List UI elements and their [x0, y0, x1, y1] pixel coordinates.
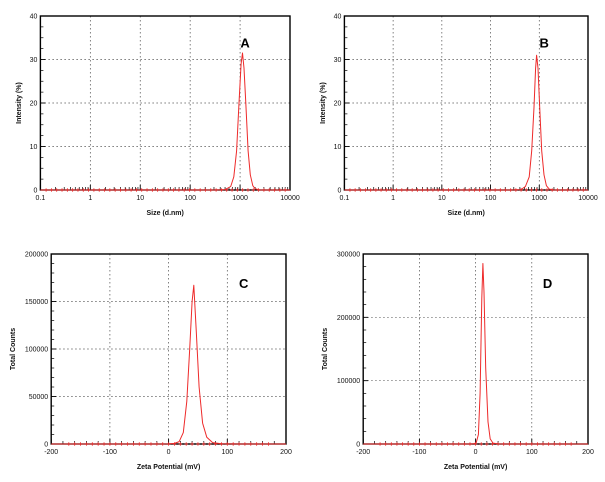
y-tick-label: 40 [334, 14, 342, 21]
y-tick-label: 0 [337, 188, 341, 195]
x-tick-label: -100 [103, 449, 117, 456]
y-tick-label: 100000 [337, 378, 360, 385]
y-tick-label: 150000 [25, 299, 48, 306]
x-tick-label: 200 [582, 449, 594, 456]
y-axis-title: Intensity (%) [16, 82, 23, 124]
x-tick-label: -200 [44, 449, 58, 456]
chart-svg-d: -200 -100 0 100 200 0 100000 200000 300000 Zeta P… [322, 252, 594, 472]
series-line [344, 54, 588, 191]
panel-label: D [543, 276, 552, 291]
x-tick-label: -100 [412, 449, 426, 456]
chart-panel-d: -200 -100 0 100 200 0 100000 200000 300000 Zeta P… [318, 244, 600, 474]
y-tick-label: 0 [44, 442, 48, 449]
chart-svg-c: -200 -100 0 100 200 0 50000 100000 150000 200000 Z… [10, 252, 292, 472]
y-tick-label: 30 [334, 57, 342, 64]
chart-svg-b: 0.1 1 10 100 1000 10000 0 10 20 30 40 Size (d.nm) In… [320, 14, 598, 218]
series-line [40, 52, 290, 191]
x-tick-label: 1 [88, 195, 92, 202]
chart-svg-a: 0.1 1 10 100 1000 10000 0 10 20 30 40 Size (d.nm) In… [16, 14, 300, 218]
y-tick-label: 0 [33, 188, 37, 195]
x-tick-label: 100 [526, 449, 538, 456]
y-axis-title: Total Counts [322, 328, 329, 370]
x-tick-label: 0.1 [340, 195, 350, 202]
y-tick-label: 300000 [337, 252, 360, 259]
y-axis-title: Intensity (%) [320, 82, 327, 124]
chart-panel-c: -200 -100 0 100 200 0 50000 100000 150000 200000 Z… [6, 244, 298, 474]
y-tick-label: 200000 [337, 315, 360, 322]
x-tick-label: 200 [280, 449, 292, 456]
x-tick-label: 1 [391, 195, 395, 202]
y-axis-title: Total Counts [10, 328, 17, 370]
chart-panel-b: 0.1 1 10 100 1000 10000 0 10 20 30 40 Size (d.nm) In… [316, 6, 600, 220]
x-axis-title: Zeta Potential (mV) [137, 464, 200, 471]
y-tick-label: 50000 [29, 394, 49, 401]
x-tick-label: 100 [184, 195, 196, 202]
x-axis-title: Zeta Potential (mV) [444, 464, 507, 471]
panel-label: C [239, 276, 249, 291]
x-tick-label: 1000 [531, 195, 547, 202]
x-tick-label: 1000 [232, 195, 248, 202]
y-tick-label: 200000 [25, 252, 48, 259]
x-tick-label: 10 [438, 195, 446, 202]
panel-label: A [240, 35, 250, 50]
y-tick-label: 10 [30, 144, 38, 151]
y-tick-label: 30 [30, 57, 38, 64]
x-tick-label: 100 [485, 195, 497, 202]
x-axis-title: Size (d.nm) [448, 210, 485, 217]
x-axis-title: Size (d.nm) [147, 210, 184, 217]
x-tick-label: 0 [167, 449, 171, 456]
chart-panel-a: 0.1 1 10 100 1000 10000 0 10 20 30 40 Size (d.nm) In… [12, 6, 302, 220]
y-tick-label: 20 [334, 101, 342, 108]
x-tick-label: 100 [221, 449, 233, 456]
y-tick-label: 40 [30, 14, 38, 21]
y-tick-label: 10 [334, 144, 342, 151]
panel-label: B [539, 35, 548, 50]
x-tick-label: 0 [474, 449, 478, 456]
x-tick-label: 10000 [578, 195, 598, 202]
series-line [51, 284, 286, 445]
x-tick-label: 10 [136, 195, 144, 202]
y-tick-label: 20 [30, 101, 38, 108]
x-tick-label: -200 [356, 449, 370, 456]
x-tick-label: 0.1 [36, 195, 46, 202]
y-tick-label: 100000 [25, 347, 48, 354]
series-line [363, 263, 588, 445]
y-tick-label: 0 [356, 442, 360, 449]
x-tick-label: 10000 [280, 195, 300, 202]
